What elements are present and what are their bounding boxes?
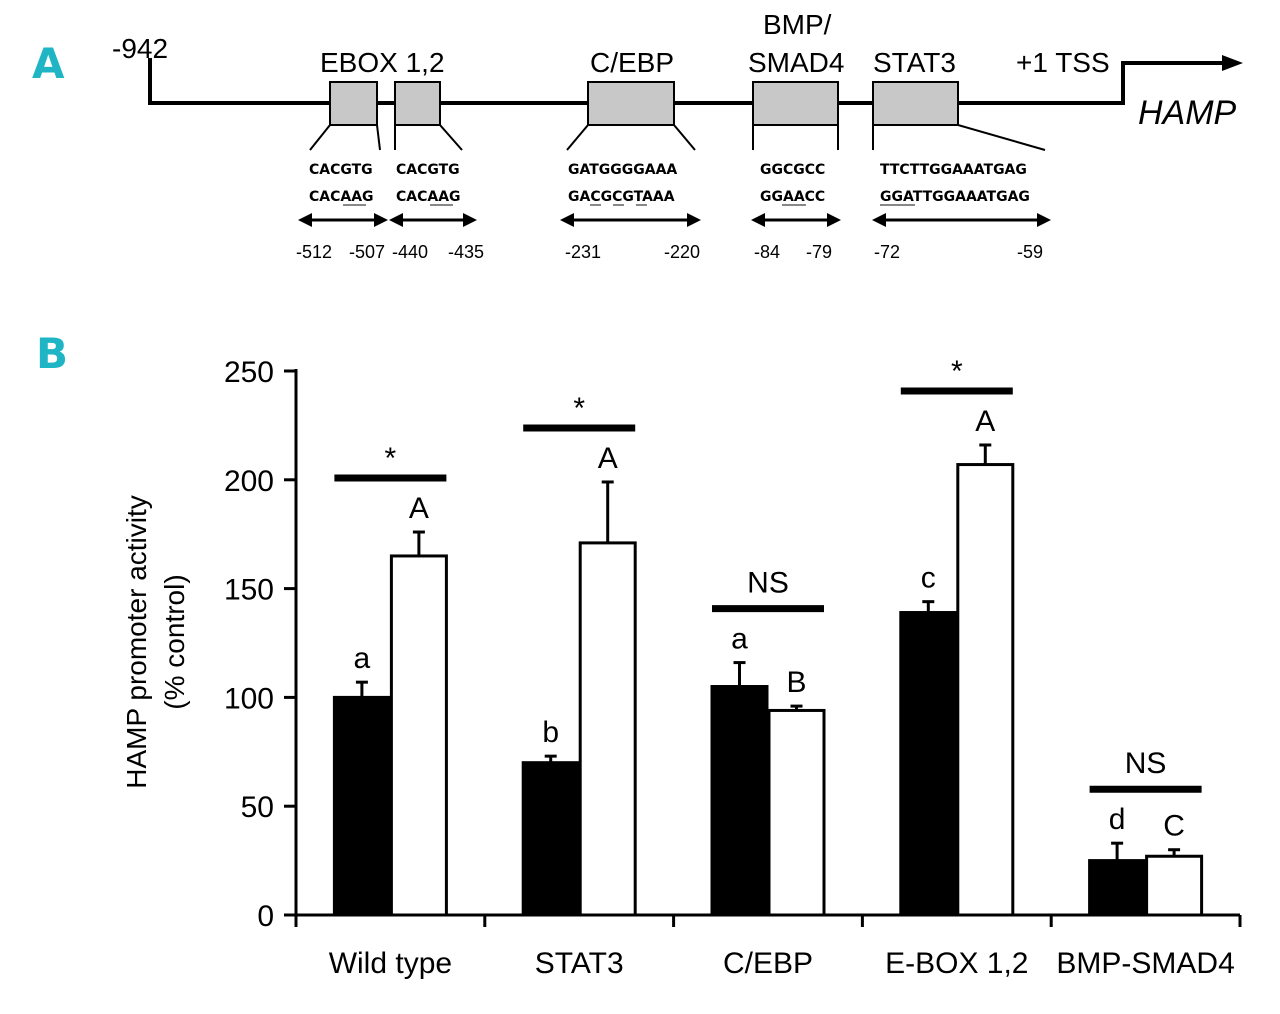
data-label: c — [921, 562, 936, 595]
pos-cebp-start: -231 — [565, 242, 601, 262]
ebox2-wt-seq: CACGTG — [396, 162, 460, 178]
stat3-box — [872, 81, 959, 126]
bar — [521, 761, 580, 917]
pos-ebox2-start: -440 — [392, 242, 428, 262]
bmp-smad4-box — [752, 81, 839, 126]
data-label: B — [786, 666, 806, 699]
bar — [578, 541, 637, 917]
ebox-label: EBOX 1,2 — [320, 47, 445, 78]
ebox2-box — [394, 81, 441, 126]
significance-label: * — [385, 442, 397, 475]
ebox1-mut-seq: CACAAG — [309, 189, 374, 205]
data-label: A — [598, 442, 618, 475]
bar — [767, 708, 826, 917]
pos-cebp-end: -220 — [664, 242, 700, 262]
pos-ebox2-end: -435 — [448, 242, 484, 262]
pos-bmp-start: -84 — [754, 242, 780, 262]
y-tick-label: 200 — [224, 465, 274, 498]
data-label: b — [542, 716, 559, 749]
stat3-wt-seq: TTCTTGGAAATGAG — [880, 162, 1027, 178]
expansion-lines — [309, 124, 1046, 151]
y-tick-label: 250 — [224, 356, 274, 389]
panel-a-letter: A — [32, 39, 65, 88]
element-boxes — [329, 81, 959, 126]
x-category-label: C/EBP — [723, 947, 813, 980]
data-label: A — [409, 492, 429, 525]
ebox1-wt-seq: CACGTG — [309, 162, 373, 178]
significance-label: NS — [1125, 747, 1167, 780]
data-label: C — [1163, 810, 1185, 843]
y-axis-title-line2: (% control) — [159, 574, 190, 709]
chart-marks: Wild type a A * STAT3 b A * C/EBP a B NS E-BOX 1,2 c A… — [329, 355, 1235, 980]
x-category-label: STAT3 — [535, 947, 624, 980]
y-tick-label: 0 — [257, 900, 274, 933]
y-tick-label: 50 — [241, 791, 274, 824]
x-category-label: Wild type — [329, 947, 452, 980]
pos-stat3-start: -72 — [874, 242, 900, 262]
promoter-backbone — [148, 58, 1225, 105]
y-tick-label: 100 — [224, 682, 274, 715]
bmp-label-line2: SMAD4 — [748, 47, 844, 78]
significance-label: NS — [747, 567, 789, 600]
y-axis-title-line1: HAMP promoter activity — [121, 495, 152, 789]
chart-axes: 0 50 100 150 200 250 — [224, 356, 1242, 933]
significance-label: * — [951, 355, 963, 388]
pos-stat3-end: -59 — [1017, 242, 1043, 262]
data-label: a — [731, 623, 748, 656]
bmp-wt-seq: GGCGCC — [760, 162, 825, 178]
data-label: d — [1109, 803, 1126, 836]
bmp-label-line1: BMP/ — [763, 9, 832, 40]
cebp-wt-seq: GATGGGGAAA — [568, 162, 677, 178]
x-category-label: BMP-SMAD4 — [1056, 947, 1234, 980]
bar — [1145, 854, 1204, 917]
arrowhead-icons — [298, 213, 1051, 227]
ebox1-box — [329, 81, 378, 126]
start-position-label: -942 — [112, 33, 168, 64]
bar — [710, 685, 769, 917]
pos-bmp-end: -79 — [806, 242, 832, 262]
y-axis-title: HAMP promoter activity (% control) — [121, 495, 190, 789]
cebp-label: C/EBP — [590, 47, 674, 78]
tss-arrow-icon — [1222, 55, 1243, 71]
significance-label: * — [573, 392, 585, 425]
gene-label: HAMP — [1138, 94, 1237, 132]
stat3-label: STAT3 — [873, 47, 956, 78]
pos-ebox1-start: -512 — [296, 242, 332, 262]
x-category-label: E-BOX 1,2 — [885, 947, 1028, 980]
data-label: a — [354, 642, 371, 675]
bar — [956, 463, 1015, 917]
pos-ebox1-end: -507 — [349, 242, 385, 262]
stat3-mut-seq: GGATTGGAAATGAG — [880, 189, 1030, 205]
cebp-box — [587, 81, 675, 126]
data-label: A — [975, 405, 995, 438]
bar — [1088, 859, 1147, 917]
panel-b-letter: B — [36, 329, 68, 378]
bar — [389, 554, 448, 917]
ebox2-mut-seq: CACAAG — [396, 189, 461, 205]
tss-label: +1 TSS — [1016, 47, 1110, 78]
bar — [899, 611, 958, 917]
bar — [332, 695, 391, 917]
y-tick-label: 150 — [224, 574, 274, 607]
cebp-mut-seq: GACGCGTAAA — [568, 189, 675, 205]
bmp-mut-seq: GGAACC — [760, 189, 825, 205]
